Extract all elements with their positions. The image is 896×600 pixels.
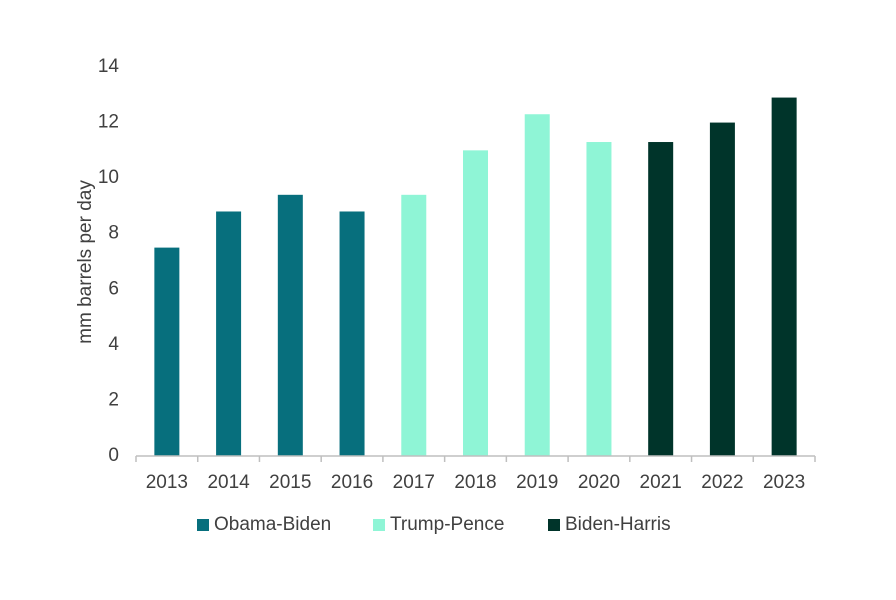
x-tick-label: 2023 [763,472,805,493]
y-axis-ticks: 0 2 4 6 8 10 12 14 [98,56,120,466]
bar-2017 [401,194,427,457]
bar-2021 [648,142,674,456]
bar-2013 [154,247,180,456]
bar-2014 [216,211,242,456]
bar-2019 [524,114,550,456]
legend: Obama-Biden Trump-Pence Biden-Harris [197,514,671,535]
x-tick-label: 2015 [269,472,311,493]
x-tick-label: 2013 [146,472,188,493]
bar-2018 [463,150,488,456]
y-tick-label: 4 [108,334,119,355]
x-axis-ticks [135,456,816,462]
bar-2020 [586,142,612,456]
x-tick-label: 2020 [578,472,620,493]
y-tick-label: 14 [98,56,120,77]
y-tick-label: 6 [108,278,119,299]
bar-2016 [339,211,365,456]
bar-2022 [709,122,735,457]
legend-swatch [373,519,385,531]
legend-swatch [197,519,209,531]
y-tick-label: 10 [98,167,119,188]
x-tick-label: 2018 [454,472,496,493]
y-tick-label: 12 [98,112,119,133]
x-axis-labels: 2013 2014 2015 2016 2017 2018 2019 2020 2021 2022… [146,472,806,493]
y-tick-label: 0 [108,445,119,466]
x-tick-label: 2021 [640,472,682,493]
x-tick-label: 2014 [207,472,250,493]
x-tick-label: 2016 [331,472,373,493]
legend-swatch [548,519,560,531]
bar-2015 [277,194,303,457]
x-tick-label: 2022 [701,472,743,493]
legend-label: Trump-Pence [390,514,504,535]
y-tick-label: 2 [108,389,119,410]
bars [154,97,797,457]
bar-2023 [771,97,797,457]
y-tick-label: 8 [108,223,119,244]
y-axis-label: mm barrels per day [75,180,96,344]
legend-label: Obama-Biden [214,514,331,535]
y-axis-label-text: mm barrels per day [75,180,96,344]
legend-label: Biden-Harris [565,514,671,535]
x-tick-label: 2017 [393,472,435,493]
x-tick-label: 2019 [516,472,558,493]
